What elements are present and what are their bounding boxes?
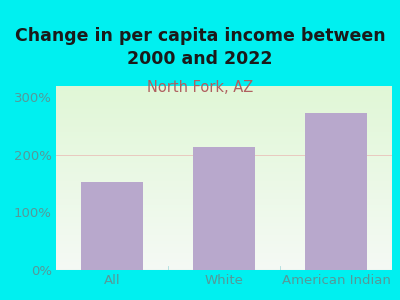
Text: North Fork, AZ: North Fork, AZ bbox=[147, 80, 253, 94]
Bar bbox=[305, 113, 367, 270]
Text: Change in per capita income between
2000 and 2022: Change in per capita income between 2000… bbox=[15, 27, 385, 68]
Bar bbox=[193, 147, 255, 270]
Bar bbox=[81, 182, 143, 270]
